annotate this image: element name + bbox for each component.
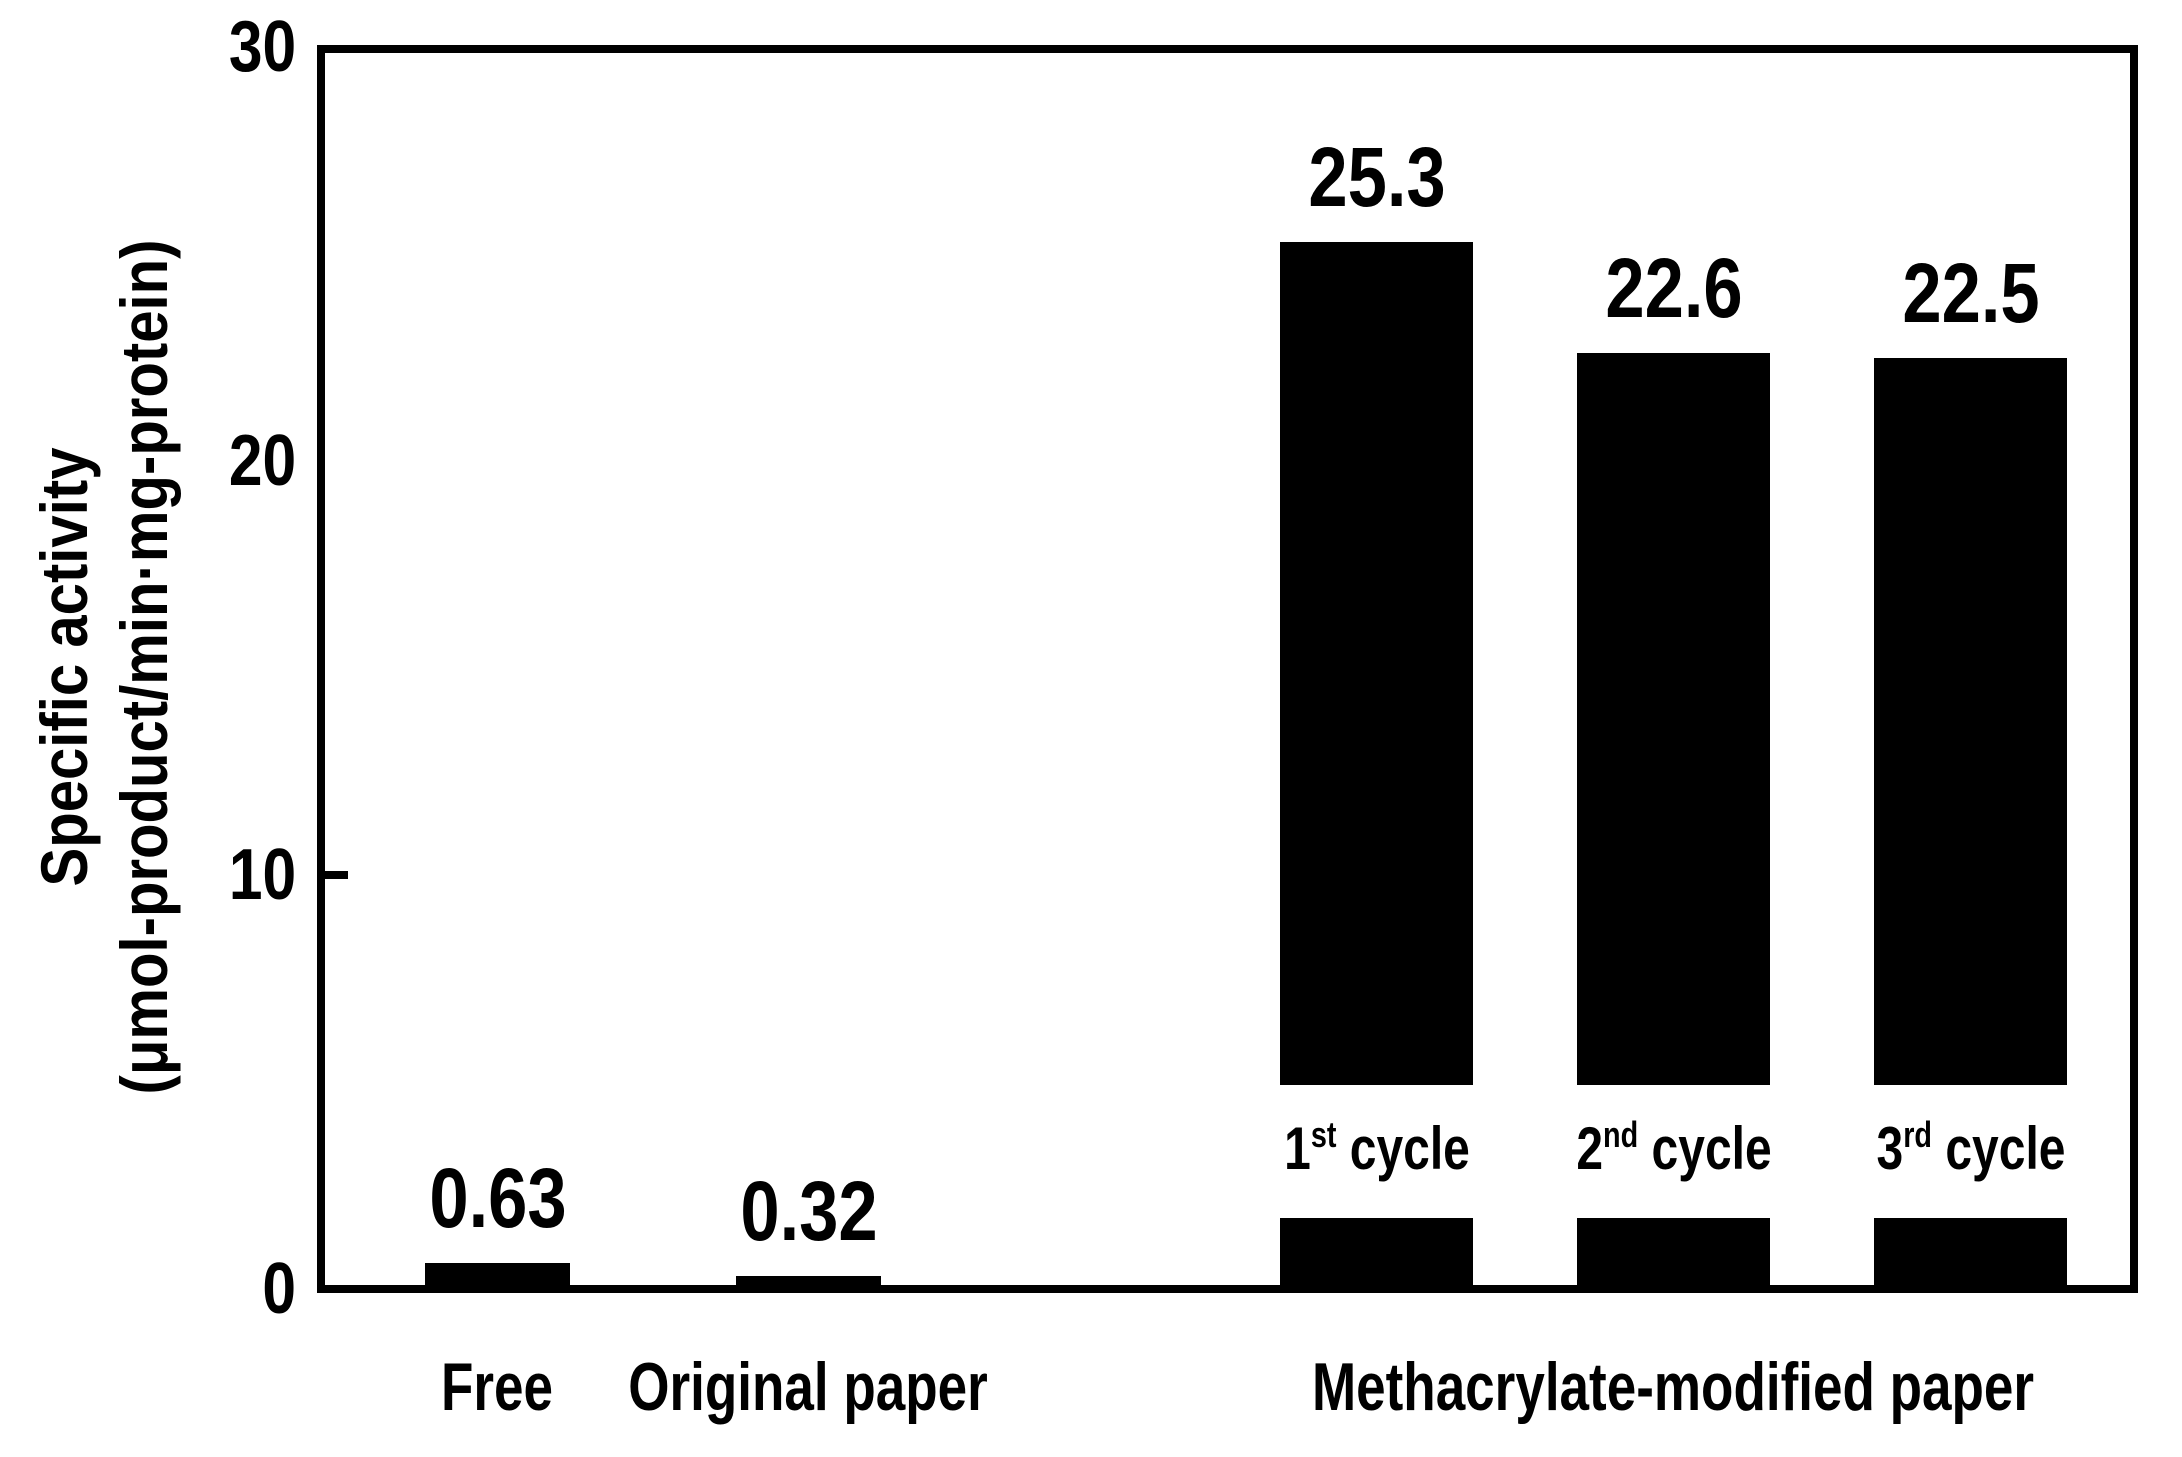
bar-segment <box>1874 1218 2067 1289</box>
cycle-annotation: 2nd cycle <box>1575 1114 1772 1182</box>
y-tick-label: 10 <box>228 835 296 915</box>
cycle-ordinal-suffix: nd <box>1602 1113 1638 1155</box>
cycle-ordinal: 2 <box>1575 1115 1603 1182</box>
cycle-word: cycle <box>1637 1115 1772 1182</box>
bar-segment <box>425 1262 570 1289</box>
bar-value-label: 22.5 <box>1901 245 2040 340</box>
cycle-word: cycle <box>1335 1115 1470 1182</box>
bar-value-label: 0.32 <box>739 1163 878 1258</box>
x-category-label: Original paper <box>628 1349 988 1425</box>
x-category-label: Methacrylate-modified paper <box>1311 1349 2035 1425</box>
bar-segment <box>1280 241 1473 1085</box>
y-axis-title: Specific activity (μmol-product/min·mg-p… <box>24 240 184 1095</box>
cycle-ordinal-suffix: rd <box>1902 1113 1932 1155</box>
y-tick-mark <box>325 871 348 879</box>
bar-segment <box>1280 1218 1473 1289</box>
cycle-annotation: 3rd cycle <box>1876 1114 2065 1182</box>
y-axis-title-line1: Specific activity <box>27 447 101 887</box>
cycle-word: cycle <box>1931 1115 2065 1182</box>
bar-value-label: 25.3 <box>1307 129 1446 224</box>
bar-value-label: 22.6 <box>1604 241 1743 336</box>
y-tick-label: 20 <box>228 421 296 501</box>
bar-segment <box>1577 1218 1770 1289</box>
y-axis-title-line2: (μmol-product/min·mg-protein) <box>107 239 181 1095</box>
cycle-ordinal: 1 <box>1283 1115 1311 1182</box>
bar-value-label: 0.63 <box>428 1150 567 1245</box>
cycle-ordinal-suffix: st <box>1310 1113 1336 1155</box>
bar-segment <box>1874 357 2067 1085</box>
bar-segment <box>1577 353 1770 1085</box>
y-tick-label: 30 <box>228 7 296 87</box>
y-tick-label: 0 <box>262 1249 296 1329</box>
x-category-label: Free <box>440 1349 554 1425</box>
bar-segment <box>736 1275 881 1289</box>
cycle-ordinal: 3 <box>1876 1115 1903 1182</box>
cycle-annotation: 1st cycle <box>1283 1114 1470 1182</box>
plot-area <box>317 45 2138 1293</box>
